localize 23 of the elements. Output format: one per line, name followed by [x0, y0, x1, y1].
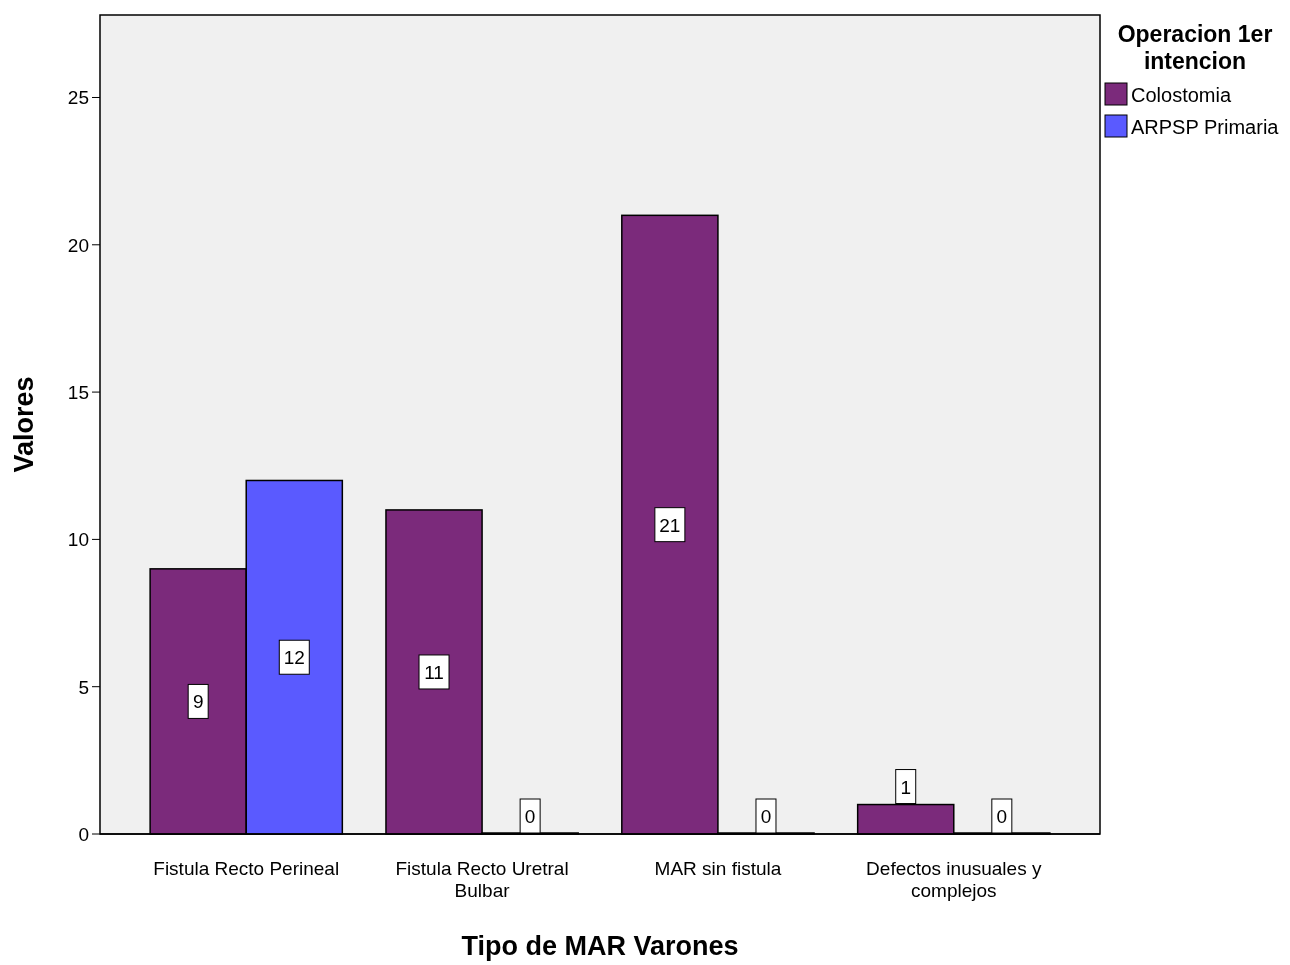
data-label: 1 [900, 776, 912, 798]
y-tick-label: 20 [67, 234, 89, 256]
data-label: 12 [283, 647, 305, 669]
x-tick-label: Defectos inusuales y complejos [866, 858, 1042, 901]
data-label: 0 [524, 806, 536, 827]
legend-title: Operacion 1er intencion [1117, 21, 1273, 74]
x-axis-title: Tipo de MAR Varones [461, 931, 739, 961]
y-tick-label: 15 [67, 382, 89, 404]
y-tick-label: 5 [78, 676, 89, 698]
data-label: 0 [996, 806, 1008, 827]
data-label: 21 [659, 514, 681, 536]
x-tick-label: MAR sin fistula [654, 858, 782, 879]
y-axis-title: Valores [9, 376, 39, 473]
legend-label: ARPSP Primaria [1131, 116, 1280, 138]
y-tick-label: 10 [67, 529, 89, 551]
data-label: 0 [760, 806, 772, 827]
data-label: 11 [424, 661, 444, 683]
data-label: 9 [192, 691, 204, 713]
y-tick-label: 0 [78, 824, 89, 845]
x-tick-label: Fistula Recto Uretral Bulbar [395, 858, 569, 901]
y-tick-label: 25 [67, 87, 89, 109]
legend-label: Colostomia [1131, 84, 1232, 106]
x-tick-label: Fistula Recto Perineal [153, 858, 340, 879]
